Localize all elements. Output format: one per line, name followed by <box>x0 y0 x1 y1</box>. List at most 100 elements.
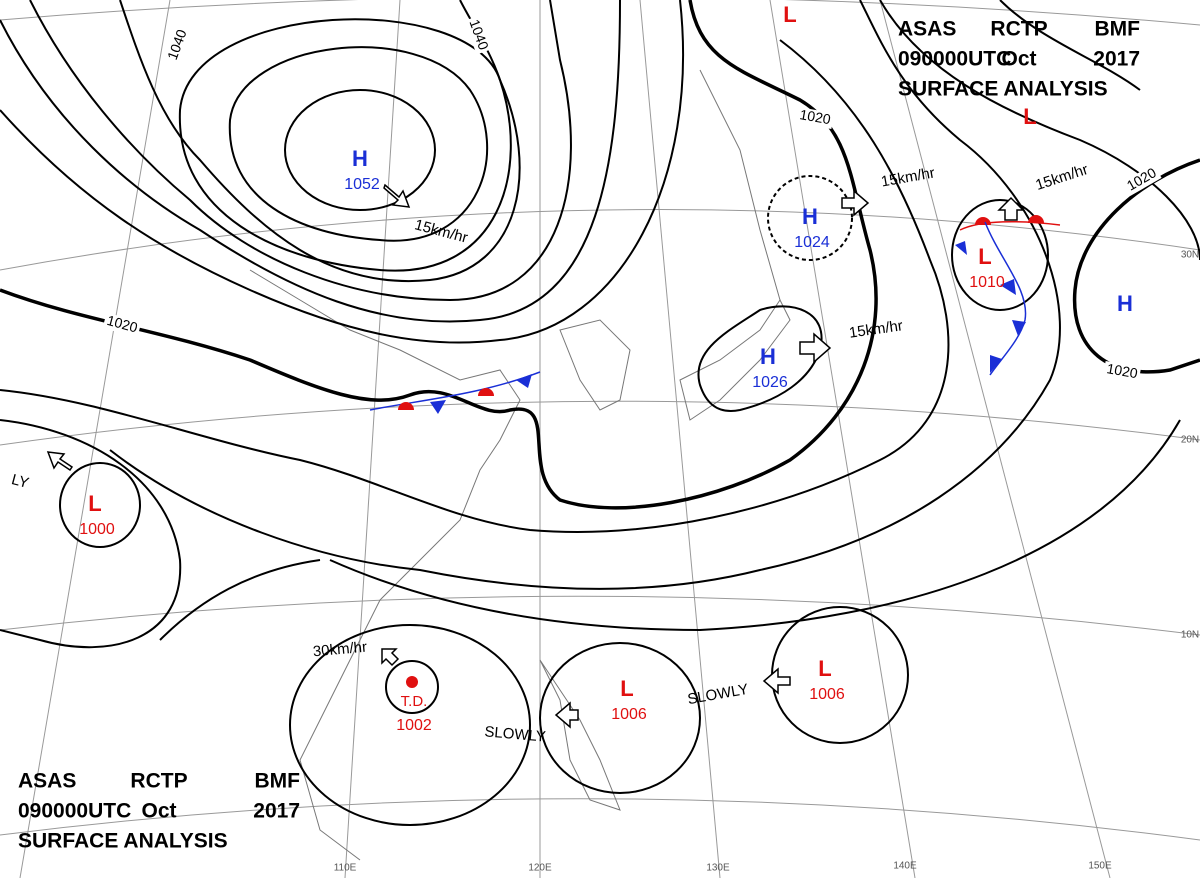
system-pressure: 1024 <box>794 234 830 251</box>
longitude-line <box>879 0 1111 878</box>
isobars <box>0 0 1200 826</box>
cold-front-symbol <box>990 355 1002 373</box>
system-pressure: 1006 <box>809 686 845 703</box>
longitude-line <box>639 0 721 878</box>
isobar-label: 1020 <box>1105 360 1139 381</box>
latitude-label: 20N <box>1181 435 1199 446</box>
isobar <box>0 419 182 649</box>
longitude-label: 120E <box>528 863 552 874</box>
longitude-line <box>344 0 401 878</box>
isobar <box>951 199 1049 311</box>
isobar <box>29 0 572 302</box>
system-symbol: L <box>783 2 796 27</box>
latitude-line <box>0 0 1200 26</box>
cold-front-symbol <box>1000 279 1016 295</box>
header-text: ASAS <box>898 18 956 41</box>
system-symbol: H <box>1117 291 1133 316</box>
isobar <box>228 46 489 242</box>
isobar <box>159 559 321 641</box>
isobar <box>119 0 521 283</box>
system-pressure: 1000 <box>79 521 115 538</box>
longitude-label: 110E <box>334 863 357 874</box>
motion-label: SLOWLY <box>484 723 547 745</box>
motion-arrows <box>46 183 1025 729</box>
isobar <box>999 0 1141 91</box>
system-pressure: 1026 <box>752 374 788 391</box>
fronts <box>369 215 1061 414</box>
system-pressure: 1052 <box>344 176 380 193</box>
header-text: Oct <box>1001 48 1036 71</box>
latitude-line <box>0 798 1200 841</box>
longitude-label: 140E <box>893 861 917 872</box>
latitude-line <box>0 595 1200 636</box>
label-mask <box>1122 164 1162 196</box>
latitude-label: 10N <box>1181 630 1199 641</box>
label-mask <box>164 25 192 65</box>
system-symbol: H <box>352 146 368 171</box>
isobar <box>329 419 1181 632</box>
motion-label: 30km/hr <box>312 639 367 661</box>
header-text: RCTP <box>990 18 1047 41</box>
header-text: 090000UTC <box>898 48 1011 71</box>
system-symbol: L <box>620 676 633 701</box>
cold-front-symbol <box>516 374 532 388</box>
header-text: SURFACE ANALYSIS <box>898 78 1108 101</box>
header-text: 2017 <box>253 800 300 823</box>
isobar <box>59 462 141 548</box>
longitude-label: 150E <box>1088 861 1112 872</box>
system-symbol: H <box>760 344 776 369</box>
arrow <box>381 648 400 667</box>
system-symbol: L <box>88 491 101 516</box>
cold-front-symbol <box>430 400 446 414</box>
label-mask <box>464 15 492 55</box>
header-text: Oct <box>141 800 176 823</box>
label-mask <box>1102 360 1142 384</box>
cold-front <box>984 221 1027 376</box>
isobar <box>284 89 436 211</box>
header-text: SURFACE ANALYSIS <box>18 830 228 853</box>
system-symbol: L <box>978 244 991 269</box>
isobar-label: 1020 <box>798 106 832 127</box>
longitude-line <box>19 0 171 878</box>
header-text: 2017 <box>1093 48 1140 71</box>
warm-front-symbol <box>1028 215 1044 223</box>
system-symbol: L <box>1023 104 1036 129</box>
header-text: BMF <box>1095 18 1141 41</box>
cold-front-symbol <box>1012 320 1026 336</box>
isobar-label: 1020 <box>105 312 139 336</box>
label-mask <box>795 106 835 130</box>
arrow <box>841 189 870 217</box>
arrow <box>383 183 411 208</box>
arrow <box>554 701 579 729</box>
system-symbol: H <box>802 204 818 229</box>
longitude-line <box>769 0 916 878</box>
isobar <box>109 0 1061 590</box>
warm-front-symbol <box>975 217 991 225</box>
isobar <box>0 0 621 323</box>
warm-front-symbol <box>398 402 414 410</box>
header-text: ASAS <box>18 770 76 793</box>
isobar <box>539 642 701 794</box>
latitude-line <box>0 209 1200 271</box>
arrow <box>997 196 1025 221</box>
coastline <box>559 319 631 411</box>
isobar <box>0 0 878 510</box>
cyclone-symbol <box>406 676 418 688</box>
isobar <box>0 0 685 344</box>
warm-front-symbol <box>478 388 494 396</box>
motion-label: LY <box>10 471 31 492</box>
header-text: 090000UTC <box>18 800 131 823</box>
coastline <box>679 299 791 421</box>
system-symbol: T.D. <box>401 693 428 710</box>
label-mask <box>102 312 142 338</box>
header-text: RCTP <box>130 770 187 793</box>
coastline <box>699 69 781 301</box>
coastlines <box>249 69 791 861</box>
isobar <box>289 624 531 826</box>
isobar <box>767 175 853 261</box>
isobar <box>0 39 950 533</box>
system-pressure: 1010 <box>969 274 1005 291</box>
